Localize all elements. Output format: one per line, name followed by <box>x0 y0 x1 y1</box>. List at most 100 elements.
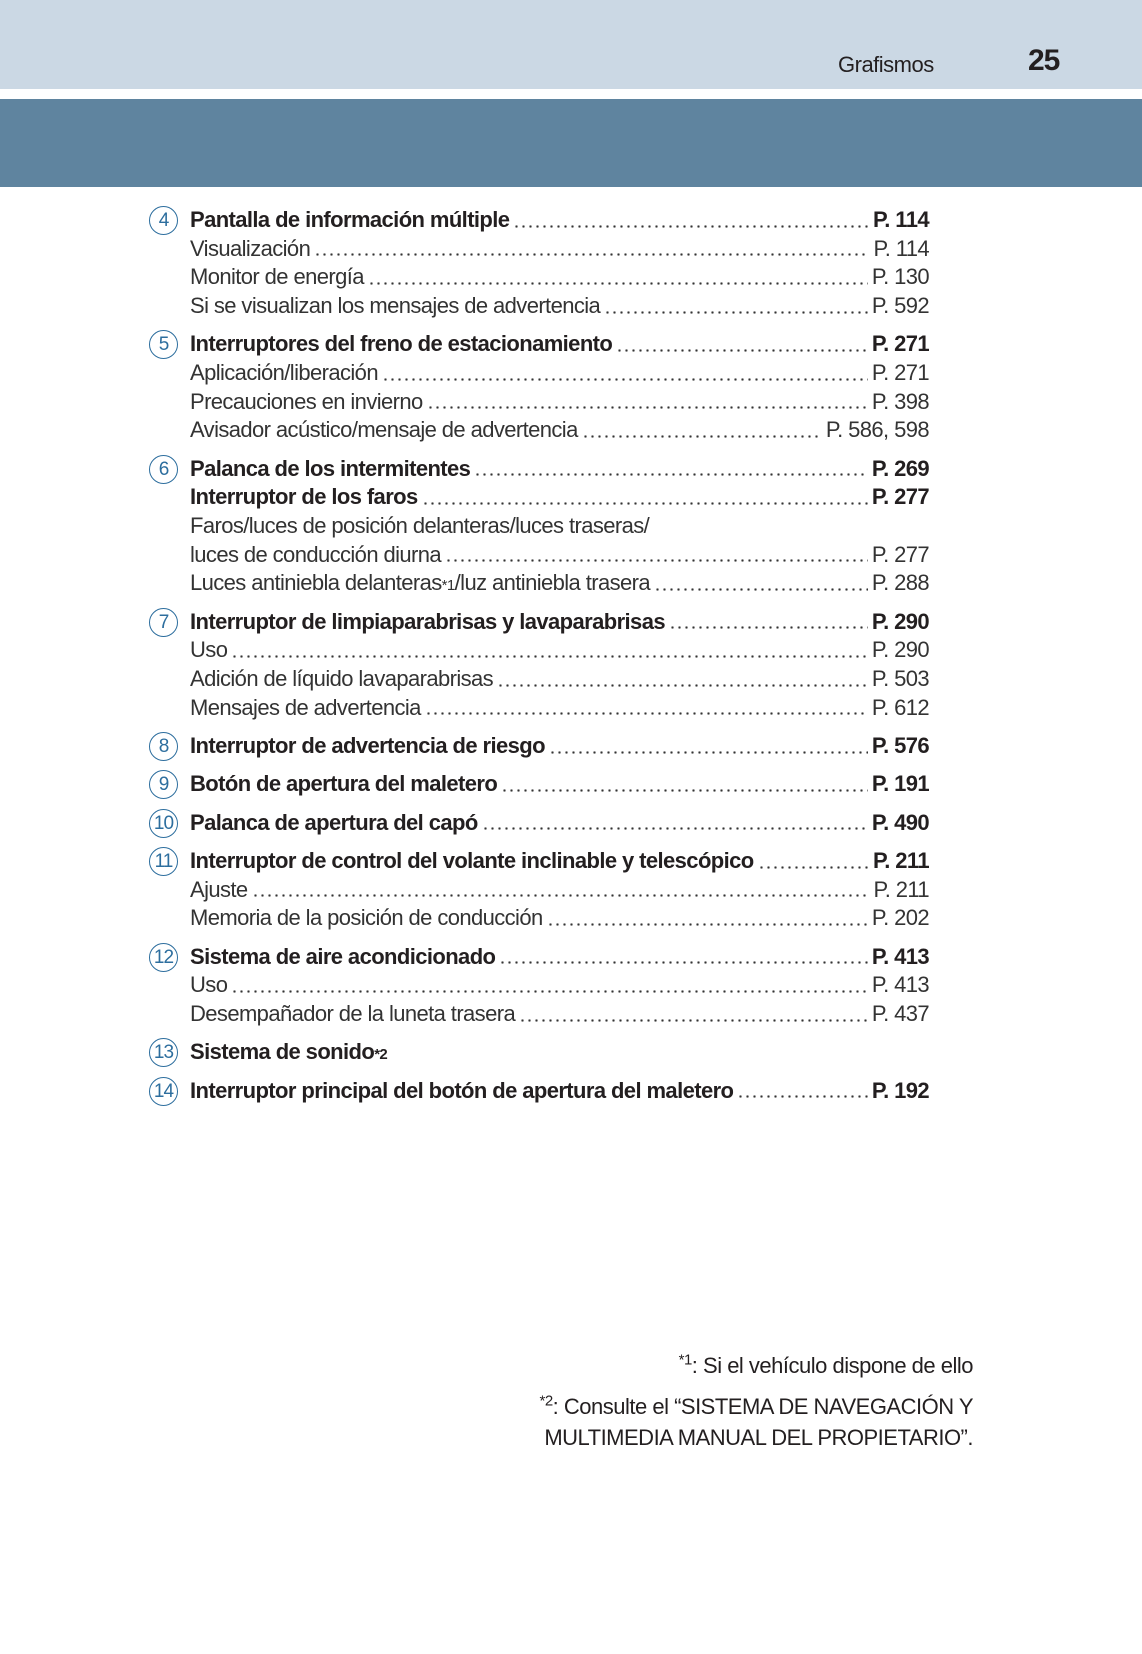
page-reference[interactable]: P. 576 <box>871 733 930 759</box>
index-subentry: Faros/luces de posición delanteras/luces… <box>145 512 929 541</box>
index-subentry: Mensajes de advertencia P. 612 <box>145 694 930 723</box>
leader-dots <box>481 827 868 831</box>
index-entry: 10 Palanca de apertura del capó P. 490 <box>145 808 930 838</box>
leader-dots <box>231 989 868 993</box>
leader-dots <box>497 683 868 687</box>
page-reference[interactable]: P. 413 <box>871 972 930 998</box>
page-reference[interactable]: P. 612 <box>871 694 930 720</box>
index-entry: Interruptor de los faros P. 277 <box>145 483 930 512</box>
index-subentry: Adición de líquido lavaparabrisas P. 503 <box>145 665 930 694</box>
page-reference[interactable]: P. 437 <box>871 1000 930 1026</box>
entry-label: Palanca de los intermitentes <box>190 455 471 481</box>
leader-dots <box>251 894 870 898</box>
index-subentry: Uso P. 413 <box>145 971 930 1000</box>
page-reference[interactable]: P. 277 <box>871 541 930 567</box>
page-number: 25 <box>1028 44 1060 77</box>
index-subentry: luces de conducción diurna P. 277 <box>145 541 930 570</box>
entry-label: Interruptor de advertencia de riesgo <box>190 733 546 759</box>
page-reference[interactable]: P. 398 <box>871 388 930 414</box>
page-reference[interactable]: P. 211 <box>873 876 929 902</box>
footnote-1: *1: Si el vehículo dispone de ello <box>679 1350 974 1381</box>
page-reference[interactable]: P. 114 <box>873 207 930 232</box>
index-entry: 8 Interruptor de advertencia de riesgo P. … <box>145 732 930 762</box>
entry-label: Si se visualizan los mensajes de adverte… <box>190 293 601 319</box>
page-reference[interactable]: P. 592 <box>871 293 930 319</box>
entry-label: Interruptores del freno de estacionamien… <box>190 331 613 357</box>
leader-dots <box>668 626 868 630</box>
page-reference[interactable]: P. 202 <box>871 905 930 931</box>
item-number-badge: 11 <box>149 846 178 876</box>
entry-label: Ajuste <box>190 876 248 902</box>
index-subentry: Ajuste P. 211 <box>145 876 930 905</box>
entry-label: Botón de apertura del maletero <box>190 771 498 797</box>
entry-label: Sistema de sonido <box>190 1039 375 1065</box>
component-index: 4 Pantalla de información múltiple P. 114 V… <box>145 206 930 1106</box>
leader-dots <box>445 559 868 563</box>
index-group: 4 Pantalla de información múltiple P. 114 V… <box>145 206 930 321</box>
entry-label: Interruptor de limpiaparabrisas y lavapa… <box>190 608 666 634</box>
entry-label: Sistema de aire acondicionado <box>190 943 496 969</box>
leader-dots <box>367 282 868 286</box>
page-reference[interactable]: P. 290 <box>871 608 930 634</box>
footnote-mark: *2 <box>539 1392 553 1410</box>
index-entry: 7 Interruptor de limpiaparabrisas y lavap… <box>145 607 930 637</box>
index-group: 10 Palanca de apertura del capó P. 490 <box>145 808 930 838</box>
page-reference[interactable]: P. 211 <box>873 847 930 873</box>
leader-dots <box>616 349 868 353</box>
page-reference[interactable]: P. 586, 598 <box>825 417 930 443</box>
entry-label: Palanca de apertura del capó <box>190 809 478 835</box>
index-subentry: Luces antiniebla delanteras *1/luz antini… <box>145 569 930 598</box>
index-entry: 14 Interruptor principal del botón de ape… <box>145 1076 930 1106</box>
page-reference[interactable]: P. 503 <box>871 666 930 692</box>
page-reference[interactable]: P. 271 <box>871 360 930 386</box>
page-reference[interactable]: P. 114 <box>873 235 929 261</box>
entry-label: /luz antiniebla trasera <box>454 570 651 596</box>
entry-label: Interruptor de los faros <box>190 484 418 510</box>
index-entry: 11 Interruptor de control del volante inc… <box>145 846 930 876</box>
item-number-badge: 8 <box>149 732 178 762</box>
index-subentry: Monitor de energía P. 130 <box>145 263 930 292</box>
index-subentry: Si se visualizan los mensajes de adverte… <box>145 292 930 321</box>
index-subentry: Visualización P. 114 <box>145 235 930 264</box>
entry-label: Interruptor principal del botón de apert… <box>190 1077 734 1103</box>
index-group: 8 Interruptor de advertencia de riesgo P. … <box>145 732 930 762</box>
index-subentry: Memoria de la posición de conducción P. 2… <box>145 904 930 933</box>
entry-label: Avisador acústico/mensaje de advertencia <box>190 417 578 443</box>
index-entry: 9 Botón de apertura del maletero P. 191 <box>145 770 930 800</box>
entry-label: Visualización <box>190 235 311 261</box>
page-reference[interactable]: P. 191 <box>871 771 930 797</box>
index-group: 5 Interruptores del freno de estacionamie… <box>145 330 930 445</box>
leader-dots <box>501 789 868 793</box>
item-number-badge: 7 <box>149 607 178 637</box>
entry-label: Uso <box>190 637 228 663</box>
leader-dots <box>581 435 822 439</box>
page-reference[interactable]: P. 288 <box>871 570 930 596</box>
page-reference[interactable]: P. 130 <box>871 264 930 290</box>
entry-label: Aplicación/liberación <box>190 360 379 386</box>
leader-dots <box>421 502 868 506</box>
entry-label: Interruptor de control del volante incli… <box>190 847 754 873</box>
section-title: Grafismos <box>838 52 934 77</box>
leader-dots <box>499 961 868 965</box>
index-subentry: Precauciones en invierno P. 398 <box>145 388 930 417</box>
page-reference[interactable]: P. 269 <box>871 455 930 481</box>
leader-dots <box>548 750 868 754</box>
index-entry: 6 Palanca de los intermitentes P. 269 <box>145 454 930 484</box>
index-entry: 13 Sistema de sonido *2 <box>145 1038 929 1068</box>
index-group: 6 Palanca de los intermitentes P. 269 Inter… <box>145 454 930 598</box>
page-reference[interactable]: P. 413 <box>871 943 930 969</box>
index-subentry: Avisador acústico/mensaje de advertencia… <box>145 416 930 445</box>
page-reference[interactable]: P. 271 <box>871 331 930 357</box>
entry-label: Uso <box>190 972 228 998</box>
page-reference[interactable]: P. 290 <box>871 637 930 663</box>
index-subentry: Desempañador de la luneta trasera P. 437 <box>145 1000 930 1029</box>
page-reference[interactable]: P. 192 <box>871 1077 930 1103</box>
index-group: 7 Interruptor de limpiaparabrisas y lavap… <box>145 607 930 723</box>
page-reference[interactable]: P. 490 <box>871 809 930 835</box>
footnote-2: *2: Consulte el “SISTEMA DE NAVEGACIÓN Y… <box>539 1391 973 1453</box>
entry-label: Adición de líquido lavaparabrisas <box>190 666 494 692</box>
entry-label: Pantalla de información múltiple <box>190 207 510 232</box>
index-group: 11 Interruptor de control del volante inc… <box>145 846 930 933</box>
entry-label: Memoria de la posición de conducción <box>190 905 543 931</box>
page-reference[interactable]: P. 277 <box>871 484 930 510</box>
